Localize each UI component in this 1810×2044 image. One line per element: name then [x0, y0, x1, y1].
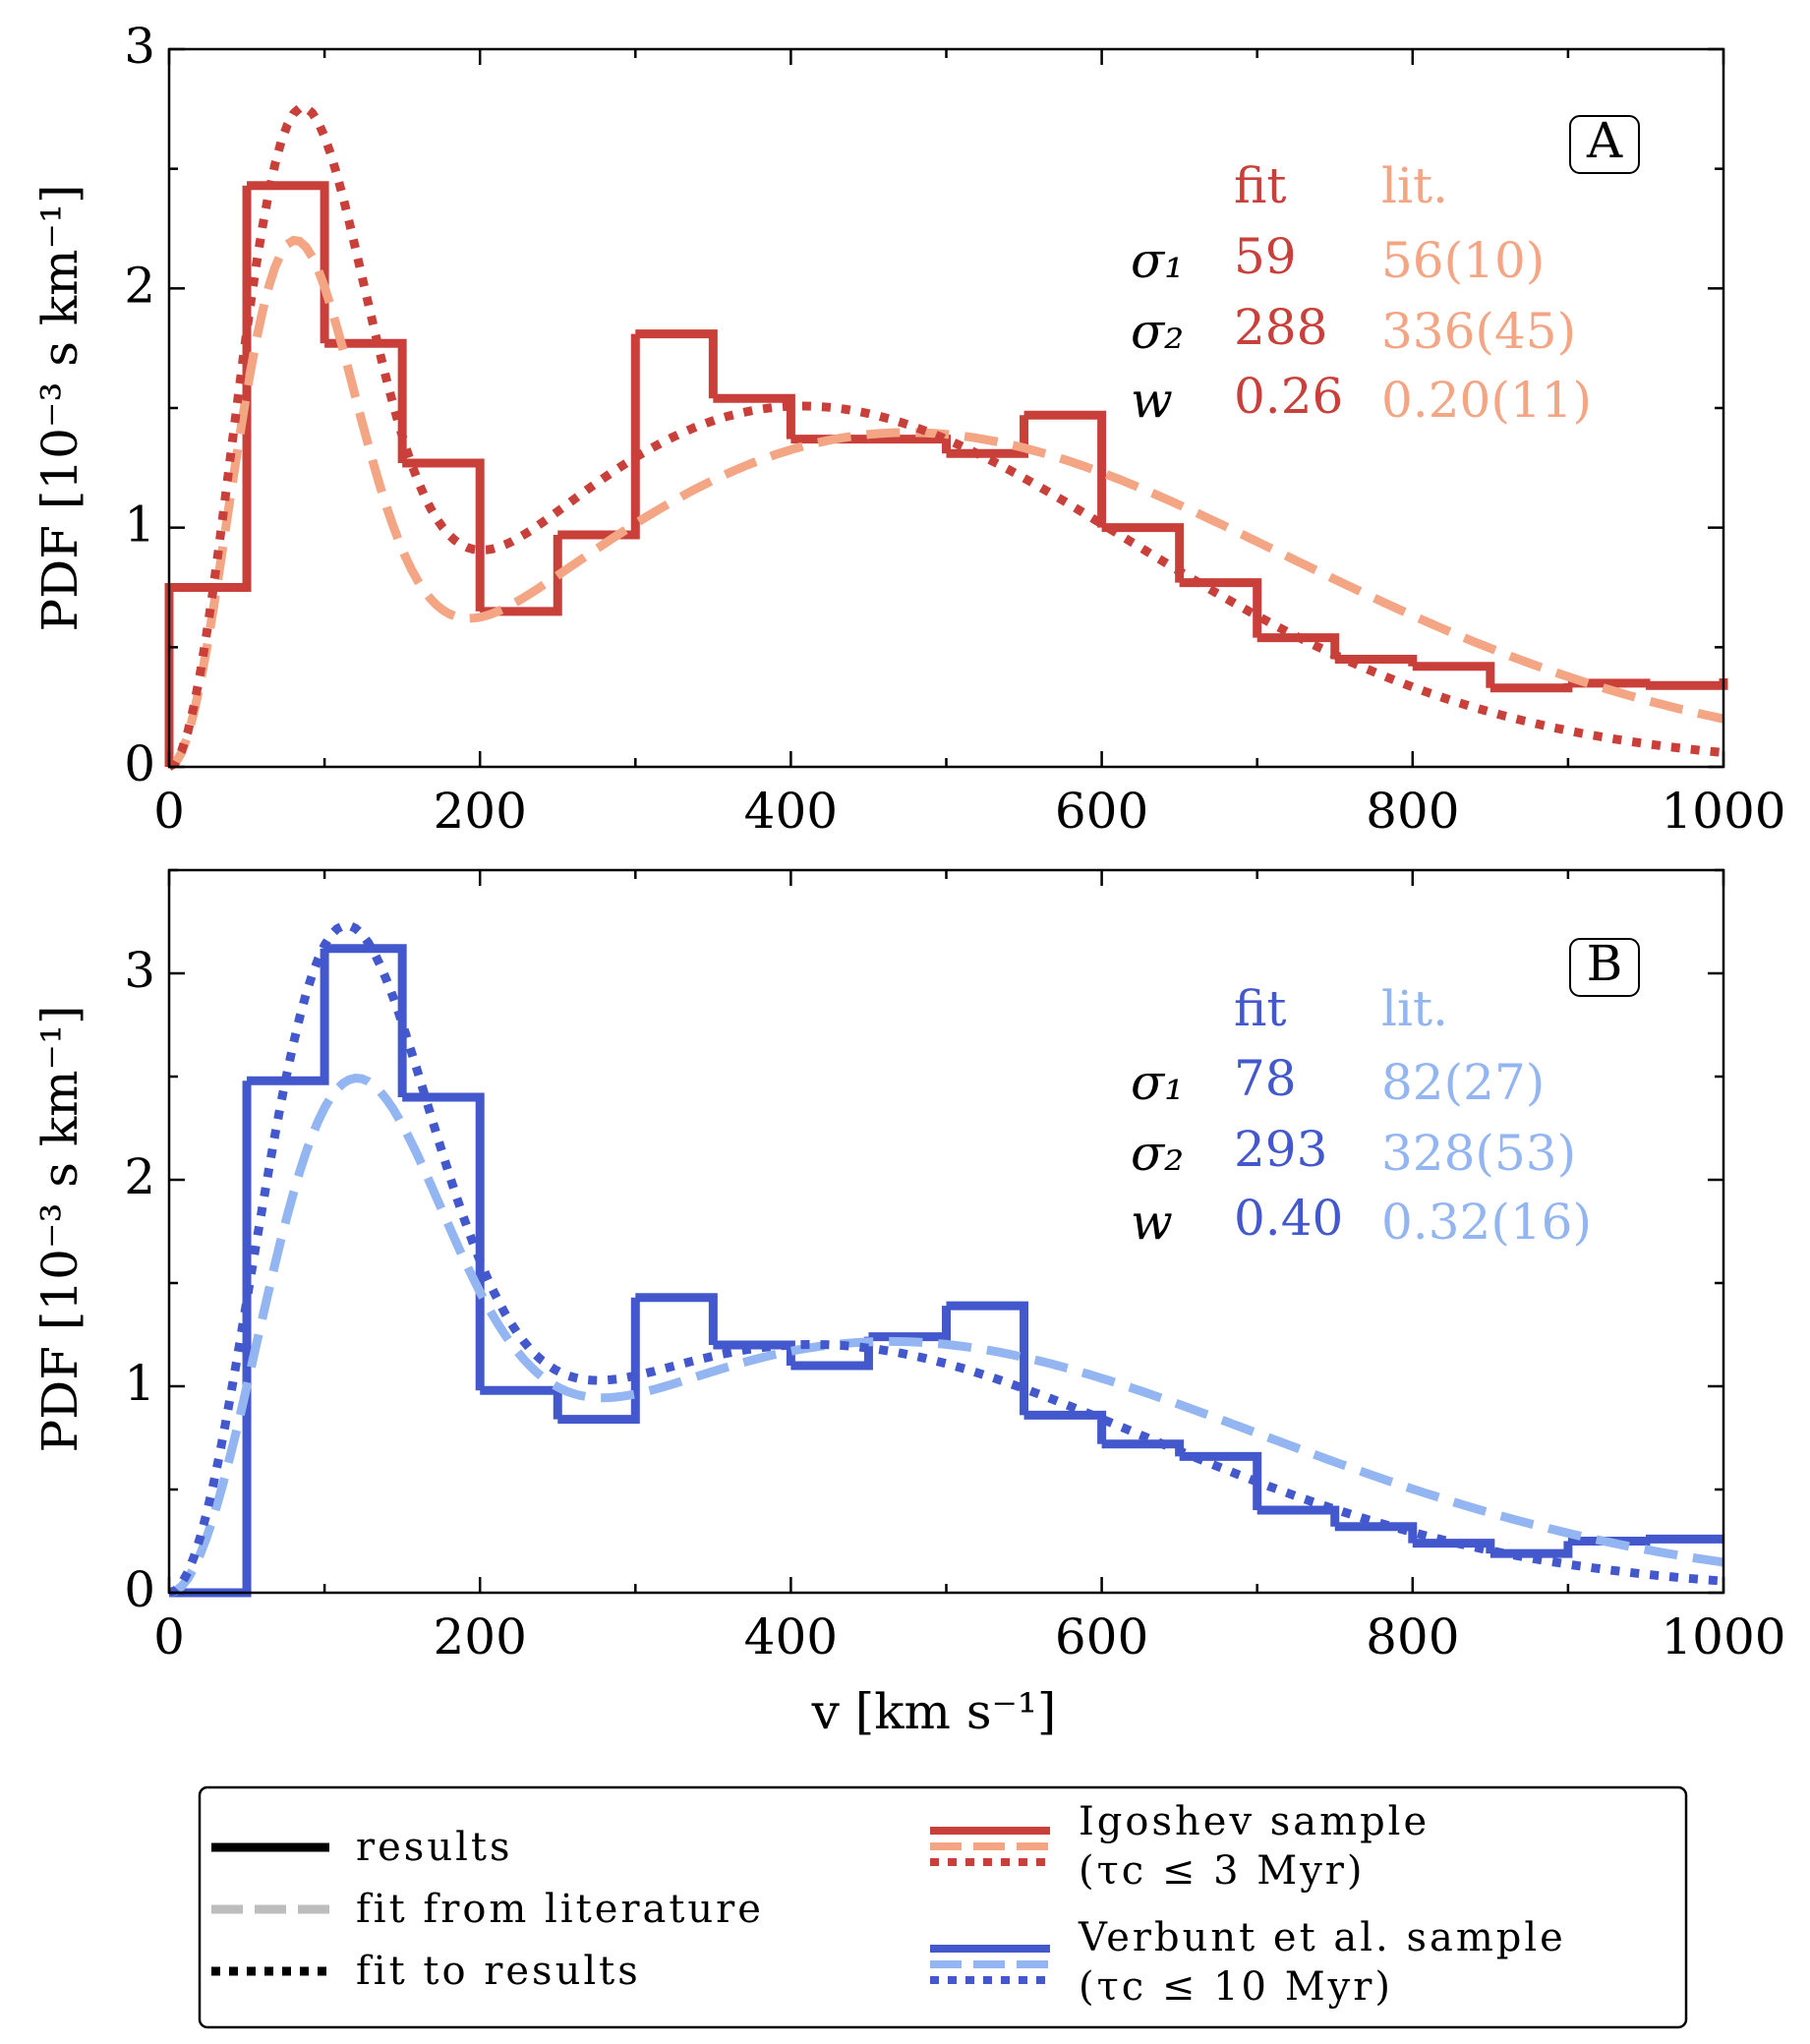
- panel-b-ytick-label-2: 2: [124, 1148, 155, 1205]
- legend-frame: [198, 1785, 1688, 2029]
- panel-b-row-sigma1-label: σ₁: [1131, 1054, 1184, 1111]
- panel-a-hist-bar-19: [1645, 677, 1728, 690]
- panel-a-header-fit: fit: [1234, 157, 1286, 214]
- panel-a-hist-bar-15: [1334, 655, 1418, 667]
- panel-b-table: fit lit. σ₁ 78 82(27) σ₂ 293 328(53) w 0…: [1131, 980, 1592, 1251]
- panel-b-row-sigma2-lit: 328(53): [1381, 1125, 1576, 1182]
- panel-b-hist-bar-13: [1179, 1451, 1262, 1510]
- panel-b-hist-bar-2: [324, 944, 407, 1097]
- panel-b-hist-bar-7: [713, 1340, 795, 1366]
- x-axis-label: v [km s⁻¹]: [811, 1683, 1057, 1740]
- panel-b-header-fit: fit: [1234, 980, 1286, 1037]
- panel-a-label: A: [1586, 112, 1623, 169]
- panel-a-hist-bar-3: [402, 458, 485, 612]
- panel-a-hist-bar-17: [1489, 682, 1573, 693]
- panel-b-fit-curve: [167, 920, 1724, 1598]
- legend-igoshev-title: Igoshev sample: [1079, 1799, 1430, 1844]
- panel-b-header-lit: lit.: [1381, 980, 1448, 1037]
- panel-b-hist-bar-0: [169, 1080, 252, 1598]
- panel-a-xtick-label-0: 0: [153, 783, 185, 840]
- panel-b-ytick-label-3: 3: [124, 942, 155, 999]
- panel-a-label-box: [1569, 115, 1640, 174]
- panel-a-hist-bar-5: [557, 333, 640, 540]
- panel-b-hist-bar-11: [1023, 1410, 1107, 1444]
- panel-a-xtick-label-1000: 1000: [1661, 783, 1785, 840]
- panel-a-row-w-lit: 0.20(11): [1381, 372, 1592, 429]
- panel-b-row-sigma2-fit: 293: [1234, 1121, 1327, 1178]
- panel-a-row-sigma1-fit: 59: [1234, 228, 1297, 285]
- panel-b-xtick-label-1000: 1000: [1661, 1608, 1785, 1665]
- panel-b-xtick-label-400: 400: [744, 1608, 838, 1665]
- panel-b-label-box: [1569, 938, 1640, 997]
- panel-a-row-sigma2-lit: 336(45): [1381, 303, 1576, 360]
- legend-verbunt-sub: (τc ≤ 10 Myr): [1079, 1964, 1393, 2010]
- panel-a-ytick-label-3: 3: [124, 18, 155, 75]
- panel-b-row-w-fit: 0.40: [1234, 1190, 1343, 1247]
- panel-a-row-w-label: w: [1131, 372, 1173, 429]
- panel-b-row-sigma1-fit: 78: [1234, 1050, 1297, 1107]
- panel-a-ytick-label-2: 2: [124, 257, 155, 314]
- panel-a-ytick-label-1: 1: [124, 496, 155, 554]
- panel-b-hist-bar-1: [247, 948, 329, 1085]
- panel-a-hist-bar-7: [713, 393, 795, 439]
- panel-a-hist-bar-13: [1179, 578, 1262, 638]
- panel-a-ylabel: PDF [10⁻³ s km⁻¹]: [31, 185, 88, 632]
- panel-a-table: fit lit. σ₁ 59 56(10) σ₂ 288 336(45) w 0…: [1131, 157, 1592, 429]
- panel-b-hist-bar-4: [480, 1385, 562, 1420]
- panel-a-row-sigma2-label: σ₂: [1131, 303, 1184, 360]
- panel-b-xtick-label-200: 200: [433, 1608, 526, 1665]
- panel-b-ylabel: PDF [10⁻³ s km⁻¹]: [31, 1006, 88, 1453]
- panel-a-ytick-label-0: 0: [124, 735, 155, 792]
- panel-b-hist-bar-10: [946, 1301, 1029, 1416]
- panel-a-hist-bar-16: [1412, 662, 1495, 688]
- legend-verbunt-title: Verbunt et al. sample: [1078, 1915, 1566, 1960]
- panel-b-label: B: [1587, 935, 1623, 992]
- panel-a-hist-bar-2: [324, 338, 407, 463]
- panel-b-xtick-label-800: 800: [1366, 1608, 1459, 1665]
- panel-b-xtick-label-0: 0: [153, 1608, 185, 1665]
- panel-a-xtick-label-600: 600: [1055, 783, 1148, 840]
- panel-b-hist-bar-15: [1334, 1522, 1418, 1544]
- panel-a-hist-bar-6: [635, 329, 718, 399]
- panel-b-ytick-label-0: 0: [124, 1561, 155, 1618]
- panel-a-hist-bar-11: [1023, 410, 1107, 528]
- panel-b-hist-bar-5: [557, 1297, 640, 1425]
- panel-b-row-sigma1-lit: 82(27): [1381, 1054, 1545, 1111]
- panel-a-header-lit: lit.: [1381, 157, 1448, 214]
- panel-a-fit-curve: [166, 103, 1724, 771]
- legend: results fit from literature fit to resul…: [198, 1785, 1688, 2029]
- panel-b-xtick-label-600: 600: [1055, 1608, 1148, 1665]
- panel-a-literature-curve: [166, 235, 1724, 771]
- panel-a-row-sigma1-lit: 56(10): [1381, 232, 1545, 289]
- panel-a-hist-bar-12: [1101, 523, 1185, 583]
- panel-a-hist-bar-9: [868, 435, 951, 454]
- legend-literature-label: fit from literature: [356, 1887, 764, 1932]
- panel-b-hist-bar-14: [1256, 1505, 1340, 1527]
- panel-b-row-sigma2-label: σ₂: [1131, 1125, 1184, 1182]
- panel-a-xtick-label-800: 800: [1366, 783, 1459, 840]
- panel-a-row-sigma2-fit: 288: [1234, 299, 1327, 356]
- legend-igoshev-sub: (τc ≤ 3 Myr): [1079, 1848, 1366, 1894]
- legend-results-label: results: [356, 1825, 512, 1870]
- panel-b-ytick-label-1: 1: [124, 1355, 155, 1412]
- panel-b-literature-curve: [167, 1074, 1724, 1598]
- panel-a-xtick-label-200: 200: [433, 783, 526, 840]
- panel-b-hist-bar-12: [1101, 1439, 1185, 1457]
- panel-a-row-sigma1-label: σ₁: [1131, 232, 1184, 289]
- panel-b-row-w-label: w: [1131, 1194, 1173, 1251]
- panel-a-xtick-label-400: 400: [744, 783, 838, 840]
- panel-a-row-w-fit: 0.26: [1234, 368, 1343, 425]
- panel-a-hist-bar-4: [480, 534, 562, 616]
- panel-b-row-w-lit: 0.32(16): [1381, 1194, 1592, 1251]
- panel-b-hist-bar-9: [868, 1306, 951, 1342]
- legend-fit-label: fit to results: [356, 1949, 641, 1994]
- panel-b-hist-bar-6: [635, 1293, 718, 1345]
